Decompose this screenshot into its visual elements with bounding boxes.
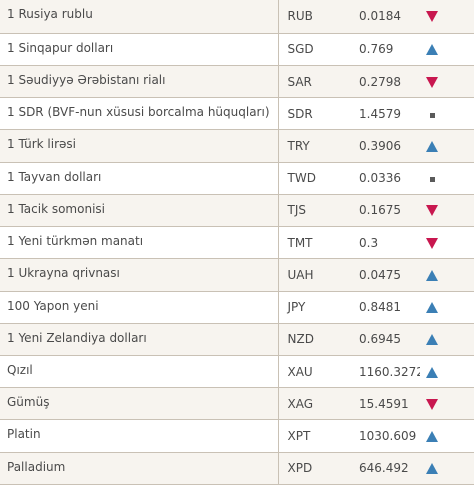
no-change-icon (430, 112, 435, 118)
arrow-down-icon (426, 11, 438, 23)
table-row: 1 Türk lirəsi TRY 0.3906 (0, 129, 474, 163)
rate-value: 1030.609 (349, 419, 420, 453)
currency-name: 1 Tacik somonisi (0, 193, 279, 227)
table-row: 1 Rusiya rublu RUB 0.0184 (0, 0, 474, 34)
rate-value: 0.3 (349, 226, 420, 259)
rate-value: 0.8481 (349, 290, 420, 324)
table-row: Palladium XPD 646.492 (0, 451, 474, 485)
currency-code: RUB (278, 0, 349, 34)
currency-code: XPT (278, 419, 349, 453)
table-row: Qızıl XAU 1160.3272 (0, 354, 474, 388)
currency-name: 1 Ukrayna qrivnası (0, 258, 279, 292)
rate-value: 1.4579 (349, 97, 420, 130)
currency-name: 1 Yeni türkmən manatı (0, 226, 279, 259)
currency-code: TJS (278, 193, 349, 227)
rate-value: 0.0475 (349, 258, 420, 292)
rate-value: 0.2798 (349, 64, 420, 98)
currency-name: 1 Rusiya rublu (0, 0, 279, 34)
rate-value: 0.1675 (349, 193, 420, 227)
currency-code: SAR (278, 64, 349, 98)
rate-value: 646.492 (349, 451, 420, 485)
table-row: 1 SDR (BVF-nun xüsusi borcalma hüquqları… (0, 97, 474, 130)
currency-name: 1 Tayvan dolları (0, 161, 279, 195)
currency-name: 1 Türk lirəsi (0, 129, 279, 163)
rate-value: 1160.3272 (349, 354, 420, 388)
currency-code: XPD (278, 451, 349, 485)
currency-code: UAH (278, 258, 349, 292)
arrow-down-icon (426, 76, 438, 88)
table-row: 1 Yeni türkmən manatı TMT 0.3 (0, 226, 474, 259)
arrow-up-icon (426, 431, 438, 442)
table-row: 1 Yeni Zelandiya dolları NZD 0.6945 (0, 322, 474, 356)
currency-code: TRY (278, 129, 349, 163)
currency-name: 1 Səudiyyə Ərəbistanı rialı (0, 64, 279, 98)
arrow-up-icon (426, 334, 438, 346)
currency-code: SDR (278, 97, 349, 130)
currency-name: 100 Yapon yeni (0, 290, 279, 324)
table-row: Gümüş XAG 15.4591 (0, 387, 474, 420)
currency-code: XAU (278, 354, 349, 388)
currency-code: TMT (278, 226, 349, 259)
table-row: 1 Səudiyyə Ərəbistanı rialı SAR 0.2798 (0, 64, 474, 98)
arrow-down-icon (426, 205, 438, 217)
table-row: 1 Tacik somonisi TJS 0.1675 (0, 193, 474, 227)
currency-name: 1 Yeni Zelandiya dolları (0, 322, 279, 356)
currency-name: 1 SDR (BVF-nun xüsusi borcalma hüquqları… (0, 97, 279, 130)
currency-code: NZD (278, 322, 349, 356)
currency-code: JPY (278, 290, 349, 324)
currency-code: SGD (278, 32, 349, 66)
rate-value: 0.0184 (349, 0, 420, 34)
arrow-up-icon (426, 463, 438, 475)
rate-value: 0.3906 (349, 129, 420, 163)
table-row: 1 Tayvan dolları TWD 0.0336 (0, 161, 474, 195)
currency-name: Palladium (0, 451, 279, 485)
arrow-up-icon (426, 302, 438, 314)
currency-name: 1 Sinqapur dolları (0, 32, 279, 66)
currency-code: TWD (278, 161, 349, 195)
arrow-down-icon (426, 237, 438, 249)
no-change-icon (430, 177, 435, 183)
arrow-up-icon (426, 366, 438, 378)
arrow-up-icon (426, 269, 438, 281)
arrow-up-icon (426, 141, 438, 153)
currency-code: XAG (278, 387, 349, 420)
currency-name: Qızıl (0, 354, 279, 388)
currency-name: Platin (0, 419, 279, 453)
rate-value: 0.769 (349, 32, 420, 66)
currency-name: Gümüş (0, 387, 279, 420)
arrow-up-icon (426, 44, 438, 56)
table-row: 1 Ukrayna qrivnası UAH 0.0475 (0, 258, 474, 292)
rate-value: 15.4591 (349, 387, 420, 420)
table-row: Platin XPT 1030.609 (0, 419, 474, 453)
table-row: 100 Yapon yeni JPY 0.8481 (0, 290, 474, 324)
arrow-down-icon (426, 398, 438, 410)
rate-value: 0.0336 (349, 161, 420, 195)
rate-value: 0.6945 (349, 322, 420, 356)
table-row: 1 Sinqapur dolları SGD 0.769 (0, 32, 474, 66)
